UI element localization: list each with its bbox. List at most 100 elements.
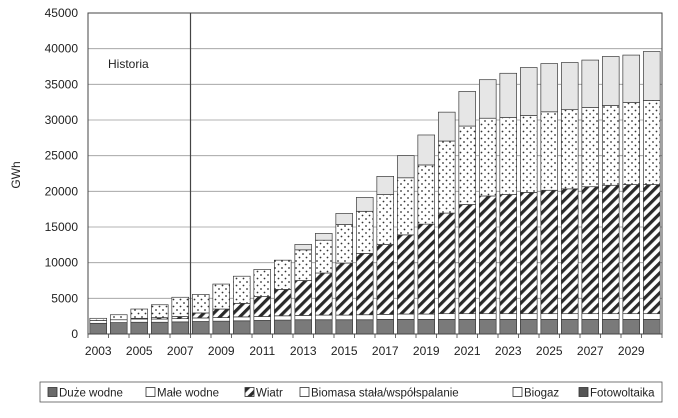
bar-segment: [417, 134, 436, 166]
bar-segment: [130, 321, 149, 335]
bar-segment: [191, 312, 210, 319]
legend-label: Duże wodne: [59, 388, 123, 400]
bar-segment: [581, 107, 600, 188]
bar-segment: [109, 322, 128, 335]
legend-label: Biogaz: [524, 388, 559, 400]
y-tick-label: 5000: [51, 291, 78, 305]
bar-segment: [622, 313, 641, 320]
x-tick-label: 2003: [85, 344, 112, 358]
legend-label: Biomasa stała/współspalanie: [311, 388, 459, 400]
bar-segment: [130, 308, 149, 319]
bar-segment: [376, 319, 395, 335]
bar-segment: [396, 177, 415, 236]
legend-label: Wiatr: [256, 388, 283, 400]
bar-segment: [355, 253, 374, 316]
y-tick-label: 30000: [45, 113, 79, 127]
bar-segment: [581, 59, 600, 108]
bar-segment: [253, 269, 272, 297]
bar-segment: [335, 224, 354, 264]
bar-segment: [232, 316, 251, 322]
bar-segment: [437, 212, 456, 315]
bar-segment: [478, 313, 497, 320]
bar-segment: [478, 79, 497, 119]
x-tick-label: 2017: [372, 344, 399, 358]
bar-segment: [622, 102, 641, 185]
bar-segment: [355, 210, 374, 254]
y-tick-label: 45000: [45, 6, 79, 20]
bar-segment: [109, 319, 128, 323]
bar-segment: [212, 283, 231, 310]
bar-segment: [540, 111, 559, 191]
bar-segment: [581, 186, 600, 315]
bar-segment: [191, 317, 210, 322]
bar-segment: [642, 51, 661, 101]
bar-segment: [499, 319, 518, 335]
bar-segment: [396, 319, 415, 335]
bar-segment: [458, 313, 477, 320]
bar-segment: [622, 184, 641, 315]
bar-segment: [540, 313, 559, 320]
bar-segment: [294, 244, 313, 251]
bar-segment: [130, 318, 149, 323]
bar-segment: [273, 259, 292, 290]
bars: [89, 51, 661, 335]
bar-segment: [601, 184, 620, 315]
legend-swatch: [299, 387, 310, 397]
y-tick-label: 10000: [45, 256, 79, 270]
x-tick-label: 2007: [167, 344, 194, 358]
x-tick-label: 2015: [331, 344, 358, 358]
bar-segment: [560, 109, 579, 190]
bar-segment: [376, 244, 395, 315]
bar-segment: [642, 313, 661, 320]
bar-segment: [335, 262, 354, 316]
bar-segment: [601, 56, 620, 106]
bar-segment: [519, 313, 538, 320]
bar-segment: [642, 100, 661, 185]
bar-segment: [622, 54, 641, 103]
legend-swatch: [244, 387, 255, 397]
legend-box: [39, 381, 663, 403]
bar-segment: [417, 164, 436, 225]
bar-segment: [212, 317, 231, 322]
bar-segment: [273, 315, 292, 321]
bar-segment: [314, 239, 333, 274]
legend: Duże wodne Małe wodne Wiatr Biomasa stała/w…: [39, 381, 663, 403]
bar-segment: [396, 155, 415, 179]
bar-segment: [294, 319, 313, 335]
bar-segment: [560, 188, 579, 315]
bar-segment: [622, 319, 641, 335]
bar-segment: [540, 189, 559, 315]
x-tick-labels: 2003 2005 2007 2009 2011 2013 2015 2017 2019 2021…: [85, 344, 645, 358]
y-tick-label: 25000: [45, 149, 79, 163]
bar-segment: [499, 117, 518, 195]
bar-segment: [89, 322, 108, 335]
bar-segment: [478, 319, 497, 335]
bar-segment: [253, 316, 272, 321]
bar-segment: [560, 313, 579, 320]
legend-swatch: [47, 387, 58, 397]
bar-segment: [335, 319, 354, 335]
legend-label: Małe wodne: [157, 388, 219, 400]
bar-segment: [478, 195, 497, 315]
bar-segment: [355, 314, 374, 321]
bar-segment: [499, 72, 518, 118]
bar-segment: [212, 308, 231, 318]
y-tick-label: 0: [71, 327, 78, 341]
bar-segment: [314, 233, 333, 241]
y-tick-labels: 0 5000 10000 15000 20000 25000 30000 35000 40000…: [45, 6, 79, 341]
bar-segment: [540, 319, 559, 335]
bar-segment: [191, 294, 210, 314]
bar-segment: [437, 140, 456, 214]
bar-segment: [150, 321, 169, 335]
bar-segment: [458, 319, 477, 335]
bar-segment: [294, 249, 313, 281]
axes: [87, 12, 663, 338]
bar-segment: [314, 272, 333, 316]
bar-segment: [376, 314, 395, 320]
bar-segment: [253, 320, 272, 335]
bar-segment: [458, 204, 477, 315]
bar-segment: [171, 318, 190, 323]
bar-segment: [560, 319, 579, 335]
